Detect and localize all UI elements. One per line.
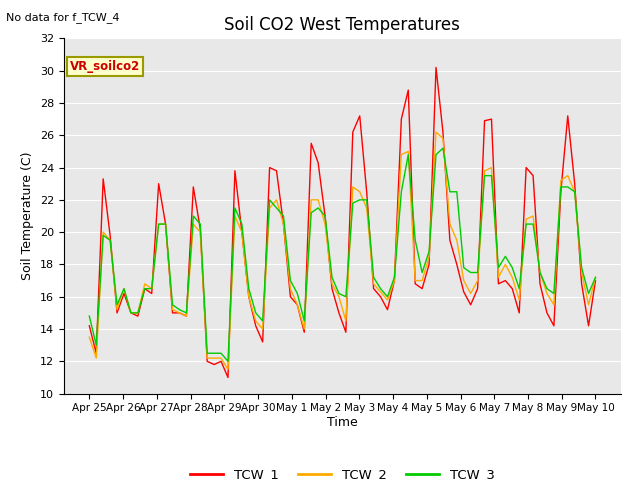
TCW_3 [439,145,447,151]
TCW_3 [86,313,93,319]
TCW_1 [377,294,385,300]
TCW_2 [377,289,385,295]
TCW_1 [86,323,93,329]
TCW_1 [591,278,599,284]
TCW_1 [259,339,266,345]
Legend: TCW_1, TCW_2, TCW_3: TCW_1, TCW_2, TCW_3 [185,463,500,480]
TCW_2 [432,129,440,135]
TCW_1 [189,184,197,190]
TCW_2 [591,275,599,280]
TCW_3 [591,275,599,280]
TCW_2 [189,221,197,227]
TCW_2 [370,281,378,287]
TCW_1 [557,189,564,195]
TCW_3 [370,275,378,280]
Text: VR_soilco2: VR_soilco2 [70,60,140,72]
TCW_3 [196,221,204,227]
X-axis label: Time: Time [327,416,358,429]
TCW_3 [557,184,564,190]
TCW_2 [259,326,266,332]
TCW_2 [196,229,204,235]
Y-axis label: Soil Temperature (C): Soil Temperature (C) [22,152,35,280]
Line: TCW_2: TCW_2 [90,132,595,370]
Title: Soil CO2 West Temperatures: Soil CO2 West Temperatures [225,16,460,34]
TCW_2 [557,178,564,183]
TCW_3 [377,286,385,291]
TCW_2 [224,367,232,372]
TCW_1 [196,226,204,232]
TCW_1 [432,65,440,71]
TCW_2 [86,334,93,340]
TCW_3 [259,318,266,324]
TCW_3 [189,213,197,219]
Text: No data for f_TCW_4: No data for f_TCW_4 [6,12,120,23]
TCW_1 [224,374,232,380]
TCW_1 [370,286,378,291]
Line: TCW_3: TCW_3 [90,148,595,361]
Line: TCW_1: TCW_1 [90,68,595,377]
TCW_3 [224,359,232,364]
